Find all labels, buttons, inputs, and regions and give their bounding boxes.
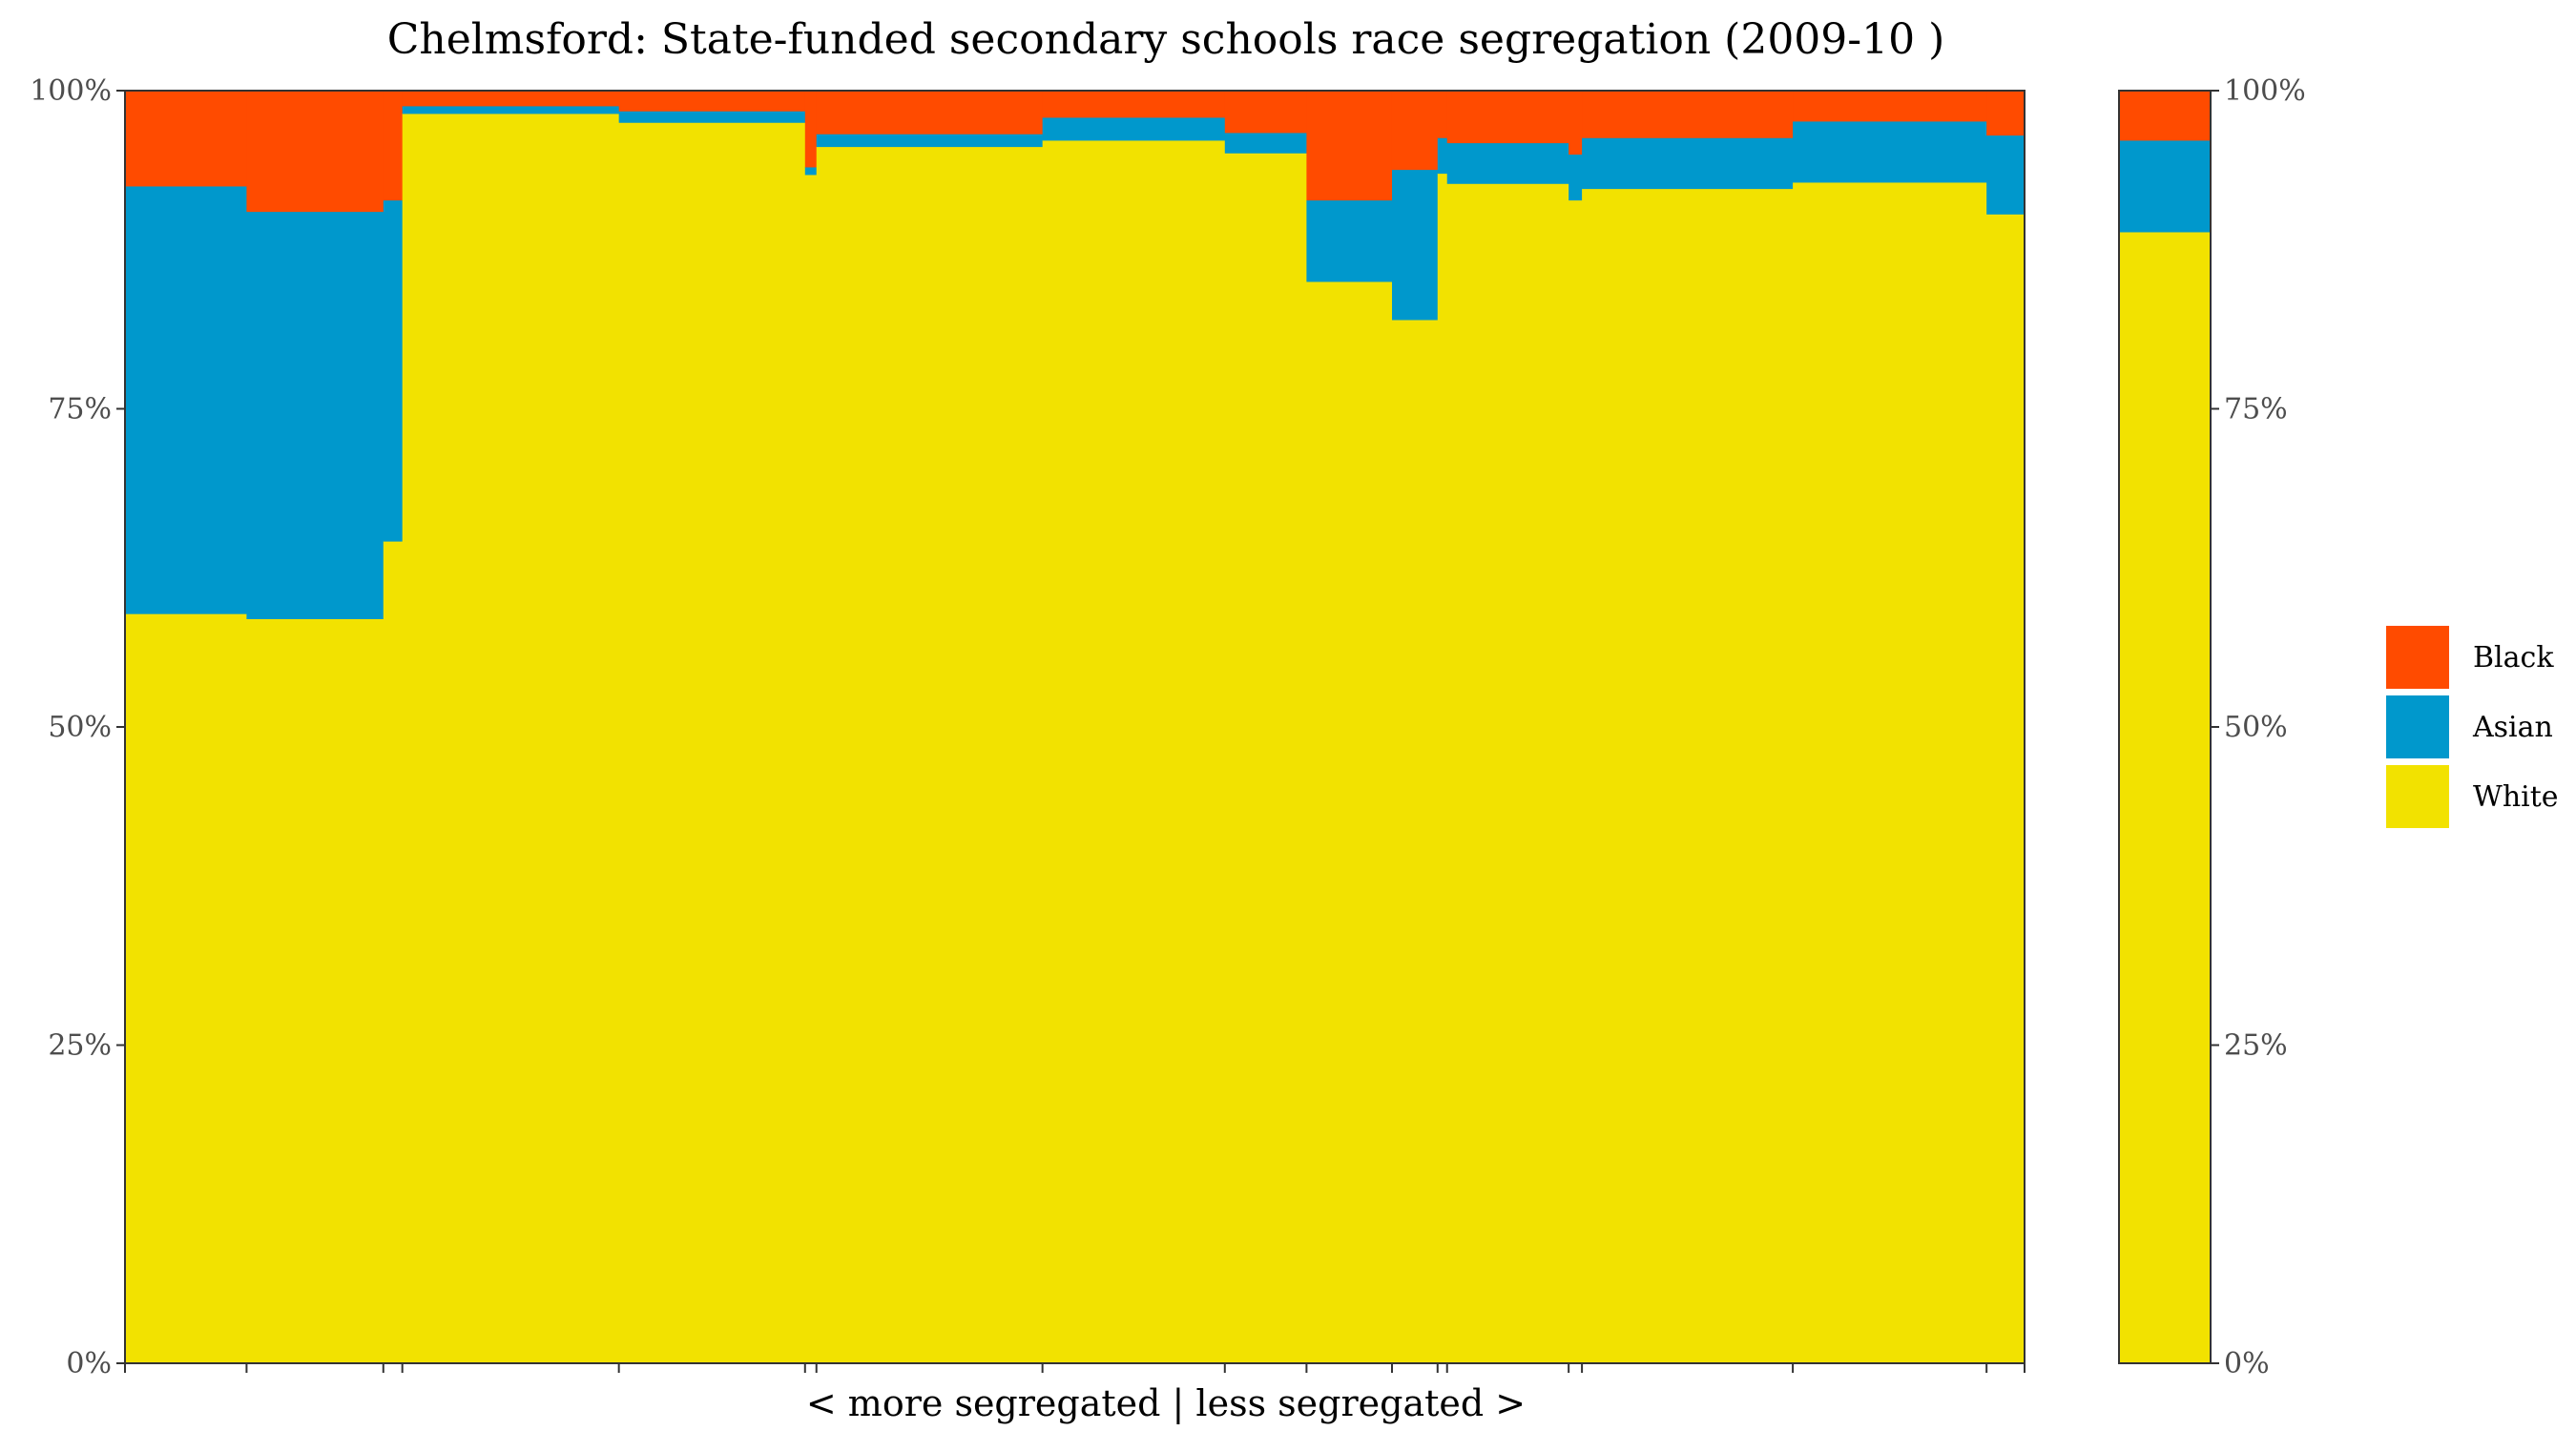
x-axis-ticks	[124, 1363, 2025, 1373]
y-axis-left: 0% 25% 50% 75% 100%	[30, 74, 125, 1380]
bar-segment-school-5-white	[618, 122, 806, 1364]
y-tick-label-right: 0%	[2224, 1347, 2270, 1380]
bar-segment-school-12-asian	[1437, 137, 1448, 175]
bar-segment-school-4-white	[402, 114, 620, 1364]
bar-segment-school-8-asian	[1042, 117, 1226, 141]
bar-segment-school-11-white	[1391, 320, 1439, 1364]
bar-segment-school-12-white	[1437, 173, 1448, 1364]
y-tick-label-right: 75%	[2224, 393, 2288, 426]
y-tick-label-left: 50%	[48, 711, 112, 744]
bar-segment-school-13-asian	[1446, 142, 1569, 184]
bar-segment-school-15-white	[1582, 188, 1794, 1364]
bar-segment-school-10-white	[1306, 281, 1393, 1364]
bar-segment-school-15-asian	[1582, 137, 1794, 190]
bar-segment-school-6-asian	[804, 167, 818, 176]
bar-segment-school-16-asian	[1793, 121, 1987, 183]
bar-segment-school-1-black	[125, 91, 248, 187]
bar-segment-school-4-black	[402, 91, 620, 107]
legend-label-asian: Asian	[2472, 711, 2553, 744]
bar-segment-school-7-asian	[816, 134, 1044, 148]
bar-segment-school-3-black	[383, 91, 404, 201]
overall-panel-bars	[2119, 91, 2211, 1364]
y-tick-label-left: 75%	[48, 393, 112, 426]
legend-swatch-black	[2386, 626, 2449, 689]
main-panel-bars	[125, 91, 2025, 1364]
legend-label-black: Black	[2473, 641, 2554, 674]
y-tick-label-right: 25%	[2224, 1029, 2288, 1063]
y-tick-label-right: 100%	[2224, 74, 2306, 108]
bar-segment-school-9-asian	[1224, 133, 1308, 154]
legend-label-white: White	[2473, 780, 2559, 814]
bar-segment-school-14-black	[1568, 91, 1583, 156]
bar-segment-school-7-white	[816, 146, 1044, 1364]
bar-segment-school-13-white	[1446, 183, 1569, 1364]
chart-title: Chelmsford: State-funded secondary schoo…	[387, 15, 1945, 64]
bar-segment-school-2-white	[246, 618, 384, 1364]
bar-segment-school-1-asian	[125, 186, 248, 614]
bar-segment-school-5-asian	[618, 111, 806, 123]
bar-segment-school-10-asian	[1306, 199, 1393, 282]
bar-segment-overall-asian	[2119, 140, 2211, 233]
legend: Black Asian White	[2386, 626, 2559, 828]
y-tick-label-left: 100%	[30, 74, 112, 108]
bar-segment-school-16-white	[1793, 182, 1987, 1364]
y-tick-label-left: 25%	[48, 1029, 112, 1063]
bar-segment-school-11-asian	[1391, 169, 1439, 321]
bar-segment-school-15-black	[1582, 91, 1794, 138]
bar-segment-school-4-asian	[402, 106, 620, 114]
y-tick-label-right: 50%	[2224, 711, 2288, 744]
bar-segment-school-14-asian	[1568, 154, 1583, 201]
y-axis-right: 0% 25% 50% 75% 100%	[2211, 74, 2306, 1380]
bar-segment-school-16-black	[1793, 91, 1987, 122]
bar-segment-school-5-black	[618, 91, 806, 112]
bar-segment-school-6-black	[804, 91, 818, 168]
bar-segment-school-2-black	[246, 91, 384, 213]
bar-segment-overall-black	[2119, 91, 2211, 141]
bar-segment-school-13-black	[1446, 91, 1569, 144]
y-tick-label-left: 0%	[66, 1347, 112, 1380]
bar-segment-school-9-white	[1224, 153, 1308, 1364]
bar-segment-school-12-black	[1437, 91, 1448, 138]
x-axis-title: < more segregated | less segregated >	[806, 1382, 1526, 1424]
bar-segment-school-9-black	[1224, 91, 1308, 134]
legend-swatch-white	[2386, 765, 2449, 828]
bar-segment-school-17-white	[1986, 214, 2025, 1364]
bar-segment-school-17-black	[1986, 91, 2025, 136]
bar-segment-school-11-black	[1391, 91, 1439, 171]
bar-segment-school-1-white	[125, 613, 248, 1364]
bar-segment-school-2-asian	[246, 211, 384, 620]
bar-segment-school-8-black	[1042, 91, 1226, 118]
bar-segment-school-8-white	[1042, 140, 1226, 1364]
bar-segment-school-3-asian	[383, 199, 404, 542]
legend-swatch-asian	[2386, 695, 2449, 758]
bar-segment-school-14-white	[1568, 199, 1583, 1364]
bar-segment-school-17-asian	[1986, 135, 2025, 215]
bar-segment-school-6-white	[804, 175, 818, 1364]
bar-segment-school-7-black	[816, 91, 1044, 135]
bar-segment-school-3-white	[383, 541, 404, 1364]
bar-segment-school-10-black	[1306, 91, 1393, 201]
bar-segment-overall-white	[2119, 232, 2211, 1364]
